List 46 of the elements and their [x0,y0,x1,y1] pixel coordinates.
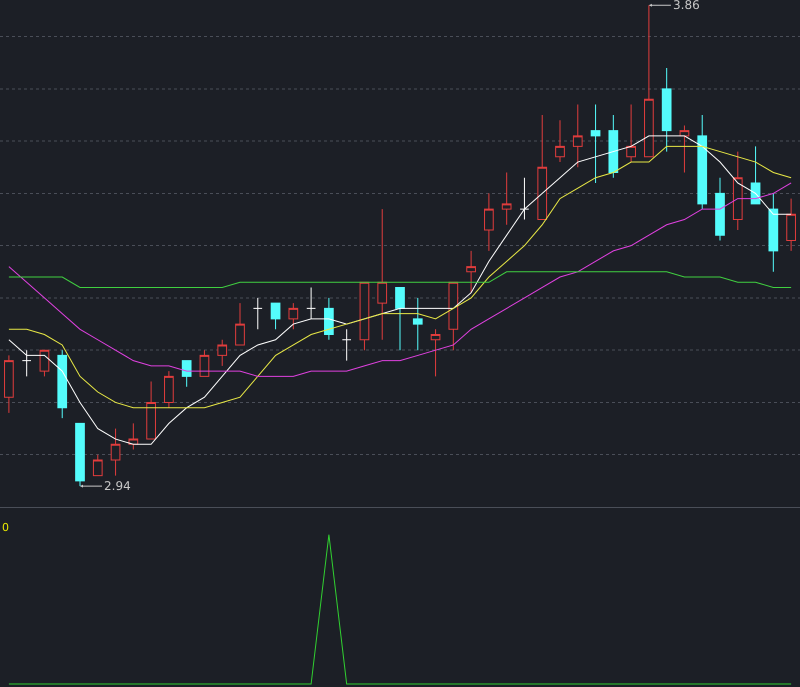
candlestick [110,428,120,476]
candlestick [715,177,725,241]
candlestick [270,302,280,330]
candlestick [57,350,68,419]
candlestick [572,104,583,168]
candlestick [502,172,512,226]
candlestick [164,370,174,408]
candlestick [750,146,760,204]
candlestick [537,114,548,220]
candlestick [377,208,388,340]
annotation: 2.94 [104,479,131,493]
candlestick [680,124,690,173]
candlestick [395,286,405,351]
candlestick [342,328,352,362]
candlestick [92,454,103,476]
candlestick [412,297,423,351]
candlestick [697,114,708,210]
candlestick [662,67,672,152]
candlestick [306,286,316,320]
candlestick [590,104,600,184]
candlestick [466,250,476,294]
candlestick [484,192,494,252]
candlestick [786,198,796,252]
candlestick [448,282,458,351]
candlestick [430,328,440,377]
candlestick [252,297,263,330]
candlestick [235,302,245,346]
candlestick [626,104,636,163]
candlestick [217,339,228,366]
candlestick [608,114,618,178]
candlestick [768,192,778,272]
candlestick [555,120,565,163]
candlestick [732,151,743,230]
candlestick [4,354,14,414]
annotation: 3.86 [673,0,700,12]
candlestick [520,177,530,220]
candlestick [324,297,334,340]
candlestick [22,350,32,377]
candlestick [200,350,210,377]
candlestick [182,360,192,388]
candlestick [360,282,370,351]
text: 0 [2,521,9,534]
candlestick [128,422,138,450]
candlestick [146,381,156,440]
candlestick [40,350,50,377]
candlestick [288,302,298,330]
